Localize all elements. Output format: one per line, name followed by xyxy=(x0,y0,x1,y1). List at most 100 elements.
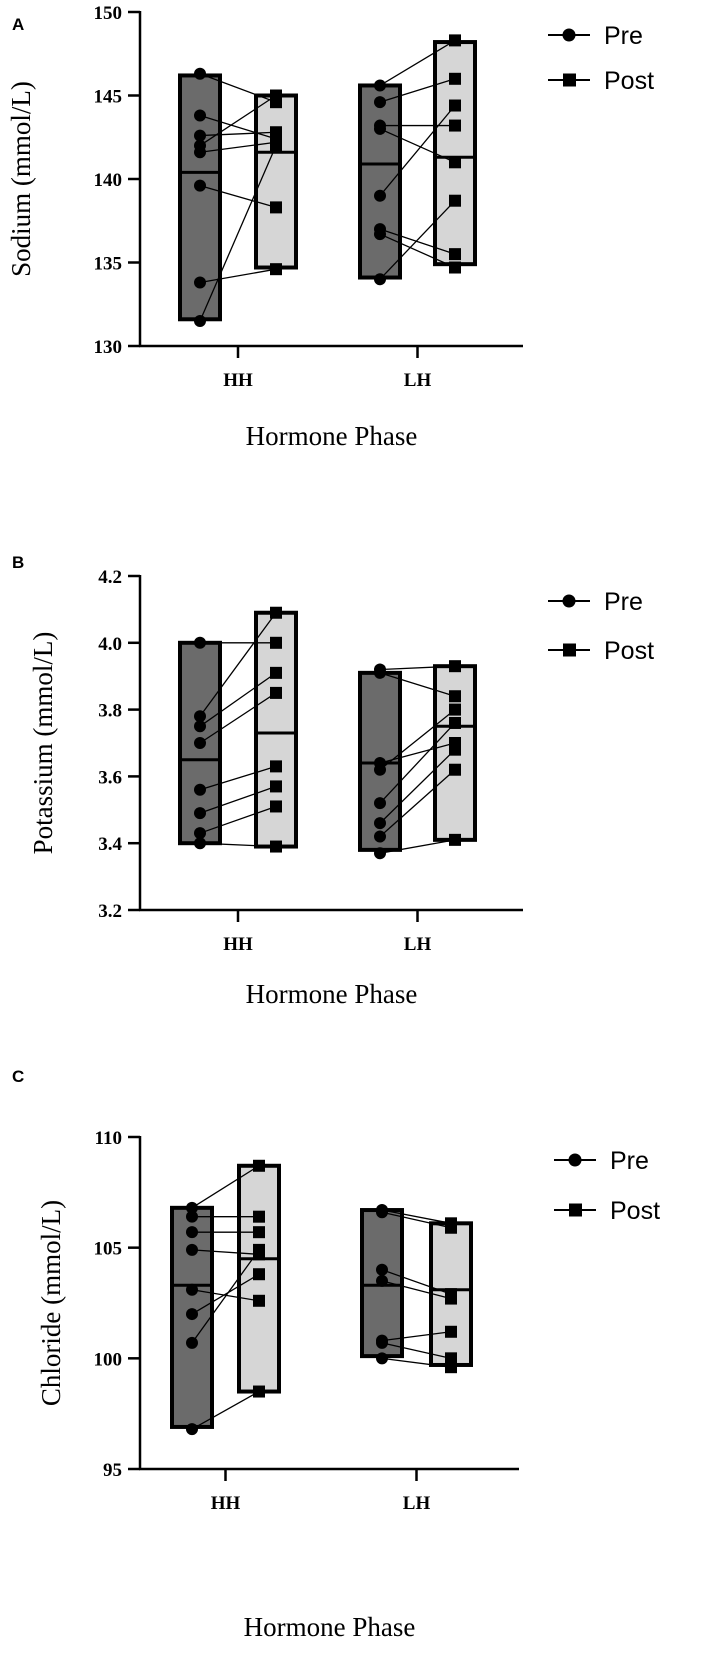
post-point xyxy=(270,89,282,102)
pre-point xyxy=(374,122,386,135)
y-tick-label: 3.4 xyxy=(98,834,122,855)
pre-point xyxy=(374,797,386,810)
legend-post-marker xyxy=(563,643,576,657)
paired-line xyxy=(199,692,277,744)
legend-pre-marker xyxy=(568,1153,582,1167)
paired-line xyxy=(199,141,277,153)
range-bar-hh-post xyxy=(254,93,298,270)
pre-point xyxy=(186,1243,198,1256)
pre-point xyxy=(186,1283,198,1296)
pre-point xyxy=(194,710,206,723)
post-point xyxy=(449,119,461,132)
pre-point xyxy=(376,1352,388,1365)
post-point xyxy=(270,126,282,139)
x-axis-title: Hormone Phase xyxy=(244,1612,416,1642)
legend-label: Post xyxy=(604,637,654,665)
paired-line xyxy=(199,268,277,284)
sodium-chart: A 130 135 140 145 150 HH LH Hormone Phase Sodium … xyxy=(6,3,654,451)
legend-label: Pre xyxy=(604,588,643,616)
paired-line xyxy=(191,1249,260,1255)
post-point xyxy=(253,1210,265,1223)
post-point xyxy=(449,156,461,169)
legend-post-marker xyxy=(569,1203,582,1217)
x-axis-title: Hormone Phase xyxy=(246,979,418,1009)
pre-point xyxy=(374,757,386,770)
post-point xyxy=(270,263,282,276)
panel-c: C 95 100 105 110 HH LH Hormone Phase Chloride (m… xyxy=(0,1060,709,1653)
pre-point xyxy=(186,1201,198,1214)
paired-line xyxy=(191,1273,260,1315)
paired-line xyxy=(379,78,456,103)
legend-pre-marker xyxy=(562,594,576,608)
y-tick-label: 135 xyxy=(94,254,123,275)
pre-point xyxy=(376,1274,388,1287)
post-point xyxy=(449,690,461,703)
x-tick-label: LH xyxy=(404,370,432,391)
post-point xyxy=(270,666,282,679)
y-tick-label: 105 xyxy=(94,1239,123,1260)
y-axis-title: Sodium (mmol/L) xyxy=(6,81,36,277)
pre-point xyxy=(374,817,386,830)
paired-line xyxy=(379,672,456,697)
y-tick-label: 150 xyxy=(94,3,123,24)
x-tick-label: HH xyxy=(223,934,253,955)
post-point xyxy=(253,1226,265,1239)
post-point xyxy=(445,1325,457,1338)
post-point xyxy=(449,716,461,729)
pre-point xyxy=(376,1206,388,1219)
paired-line xyxy=(191,1165,260,1209)
legend-label: Post xyxy=(610,1197,660,1225)
paired-line xyxy=(199,805,277,834)
post-point xyxy=(270,686,282,699)
post-point xyxy=(445,1361,457,1374)
paired-line xyxy=(199,612,277,717)
post-point xyxy=(270,840,282,853)
paired-line xyxy=(199,672,277,727)
pre-point xyxy=(374,79,386,92)
pre-point xyxy=(374,96,386,109)
paired-line xyxy=(199,785,277,814)
paired-line xyxy=(379,128,456,163)
pre-point xyxy=(194,146,206,159)
post-point xyxy=(449,763,461,776)
pre-point xyxy=(186,1336,198,1349)
legend-pre-marker xyxy=(562,28,576,42)
pre-point xyxy=(194,179,206,192)
y-tick-label: 100 xyxy=(94,1349,123,1370)
post-point xyxy=(449,833,461,846)
pre-point xyxy=(194,783,206,796)
pre-point xyxy=(194,837,206,850)
paired-line xyxy=(199,94,277,147)
paired-line xyxy=(381,1209,452,1224)
post-point xyxy=(253,1243,265,1256)
pre-point xyxy=(194,807,206,820)
post-point xyxy=(449,194,461,207)
paired-line xyxy=(379,742,456,764)
pre-point xyxy=(194,720,206,733)
pre-point xyxy=(376,1263,388,1276)
y-axis-title: Chloride (mmol/L) xyxy=(36,1200,66,1406)
pre-point xyxy=(194,276,206,289)
paired-line xyxy=(379,665,456,671)
post-point xyxy=(449,743,461,756)
paired-line xyxy=(381,1211,452,1229)
pre-point xyxy=(194,67,206,80)
y-tick-label: 3.6 xyxy=(98,767,122,788)
panel-b: B 3.2 3.4 3.6 3.8 4.0 4.2 HH LH Hormone Phase Pota… xyxy=(0,540,709,1060)
y-tick-label: 145 xyxy=(94,87,123,108)
paired-line xyxy=(381,1342,452,1359)
pre-point xyxy=(374,189,386,202)
potassium-chart: B 3.2 3.4 3.6 3.8 4.0 4.2 HH LH Hormone Phase Pota… xyxy=(12,553,654,1009)
post-point xyxy=(253,1294,265,1307)
post-point xyxy=(445,1221,457,1234)
pre-point xyxy=(194,129,206,142)
post-point xyxy=(270,636,282,649)
post-point xyxy=(253,1159,265,1172)
y-tick-label: 140 xyxy=(94,170,123,191)
y-tick-label: 130 xyxy=(94,337,123,358)
paired-line xyxy=(379,200,456,280)
paired-line xyxy=(379,228,456,255)
paired-line xyxy=(381,1357,452,1368)
chloride-chart: C 95 100 105 110 HH LH Hormone Phase Chloride (m… xyxy=(12,1067,660,1642)
post-point xyxy=(449,34,461,47)
